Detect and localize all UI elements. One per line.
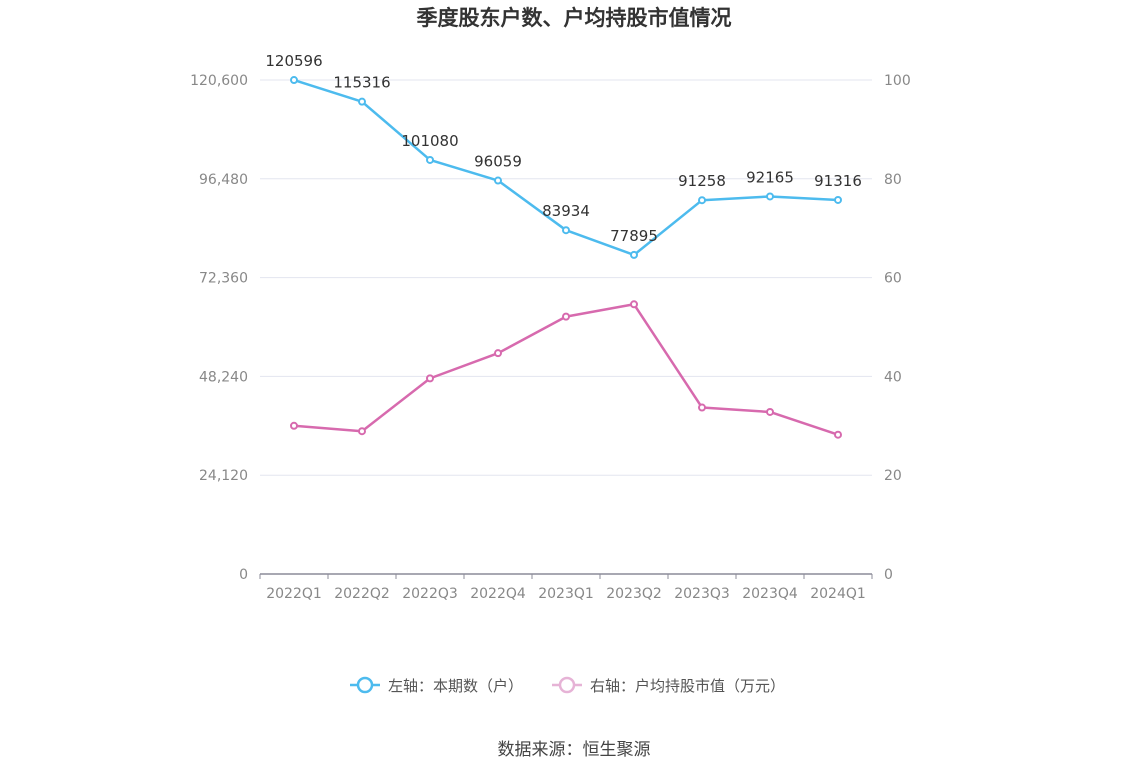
data-label: 92165 (746, 168, 794, 186)
chart-title: 季度股东户数、户均持股市值情况 (417, 6, 732, 30)
series-line-right (293, 303, 839, 436)
data-label: 115316 (333, 74, 390, 92)
data-label: 120596 (265, 52, 322, 70)
data-label: 91258 (678, 172, 726, 190)
data-label: 77895 (610, 227, 658, 245)
y-right-tick-label: 0 (884, 567, 893, 583)
legend-item[interactable]: 右轴：户均持股市值（万元） (552, 676, 785, 695)
data-point (766, 192, 774, 201)
data-label: 83934 (542, 202, 590, 220)
x-tick-label: 2022Q4 (470, 586, 526, 602)
y-left-tick-label: 96,480 (199, 172, 248, 188)
x-tick-label: 2022Q2 (334, 586, 390, 602)
grid (260, 79, 872, 476)
y-left-tick-label: 72,360 (199, 271, 248, 287)
x-tick-label: 2022Q1 (266, 586, 322, 602)
legend-marker-icon (356, 676, 374, 694)
x-tick-label: 2023Q2 (606, 586, 662, 602)
y-left-tick-label: 24,120 (199, 468, 248, 484)
x-tick-label: 2024Q1 (810, 586, 866, 602)
data-point (698, 403, 706, 412)
y-right-tick-label: 100 (884, 73, 911, 89)
y-left-tick-label: 48,240 (199, 369, 248, 385)
data-point (426, 155, 434, 164)
data-point (290, 76, 298, 85)
data-point (494, 176, 502, 185)
legend[interactable]: 左轴：本期数（户） 右轴：户均持股市值（万元） (350, 676, 785, 695)
x-tick-label: 2023Q1 (538, 586, 594, 602)
legend-marker-icon (558, 676, 576, 694)
y-right-tick-label: 20 (884, 468, 902, 484)
y-right-tick-label: 60 (884, 271, 902, 287)
legend-label: 左轴：本期数（户） (388, 677, 523, 695)
source-note: 数据来源：恒生聚源 (498, 740, 651, 760)
y-left-tick-label: 0 (239, 567, 248, 583)
data-point (834, 195, 842, 204)
data-point (358, 427, 366, 436)
x-tick-label: 2023Q3 (674, 586, 730, 602)
series-area: 120596 115316 101080 96059 83934 77895 91258 92… (265, 52, 862, 439)
data-point (630, 250, 638, 259)
legend-item[interactable]: 左轴：本期数（户） (350, 676, 523, 695)
data-point (358, 97, 366, 106)
y-right-tick-label: 40 (884, 369, 902, 385)
data-point (698, 196, 706, 205)
y-left-tick-label: 120,600 (190, 73, 248, 89)
data-point (630, 300, 638, 309)
data-point (562, 312, 570, 321)
data-point (766, 407, 774, 416)
data-point (834, 430, 842, 439)
data-label: 96059 (474, 153, 522, 171)
data-point (494, 349, 502, 358)
data-label: 101080 (401, 132, 458, 150)
x-tick-label: 2023Q4 (742, 586, 798, 602)
legend-label: 右轴：户均持股市值（万元） (590, 677, 785, 695)
data-point (426, 374, 434, 383)
data-label: 91316 (814, 172, 862, 190)
x-tick-label: 2022Q3 (402, 586, 458, 602)
data-point (562, 226, 570, 235)
axes: 0 24,120 48,240 72,360 96,480 120,600 0 20 40 60 8… (190, 73, 911, 602)
data-point (290, 421, 298, 430)
y-right-tick-label: 80 (884, 172, 902, 188)
